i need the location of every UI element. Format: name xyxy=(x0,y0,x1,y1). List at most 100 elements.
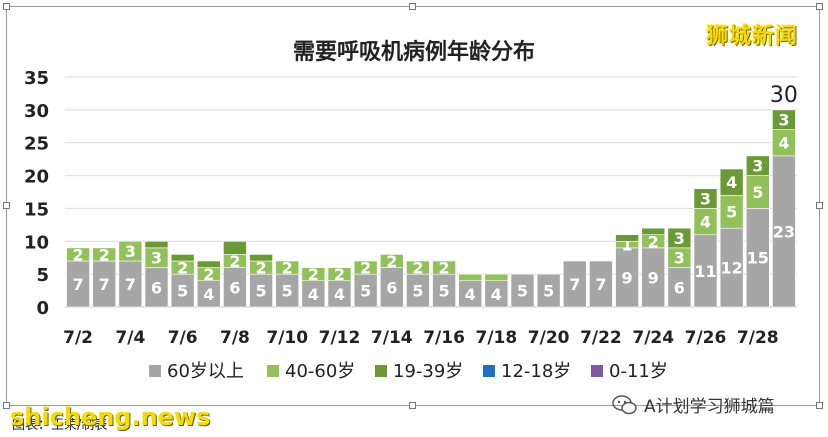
data-label: 7 xyxy=(569,275,580,294)
data-label: 15 xyxy=(747,249,769,268)
legend-swatch xyxy=(149,365,161,377)
data-label: 6 xyxy=(386,278,397,297)
data-label: 4 xyxy=(465,285,476,304)
bar-segment xyxy=(641,227,666,236)
bar-segment xyxy=(458,273,483,282)
x-tick-label: 7/2 xyxy=(63,328,93,348)
data-label: 7 xyxy=(73,275,84,294)
watermark-top: 狮城新闻 xyxy=(706,24,799,49)
data-label: 4 xyxy=(778,134,789,153)
data-label: 6 xyxy=(151,278,162,297)
bar-segment xyxy=(484,273,509,282)
x-tick-label: 7/6 xyxy=(168,328,198,348)
x-tick-label: 7/22 xyxy=(580,328,622,348)
wechat-label: A计划学习狮城篇 xyxy=(644,397,775,417)
bar-segment xyxy=(118,240,143,262)
x-tick-label: 7/10 xyxy=(266,328,308,348)
y-tick-label: 30 xyxy=(24,101,49,122)
bar-segment xyxy=(772,109,796,130)
data-label: 4 xyxy=(334,285,345,304)
bar-segment xyxy=(536,273,561,308)
legend-swatch xyxy=(483,365,495,377)
wechat-icon xyxy=(612,394,637,414)
y-axis-ticks: 0 5 10 15 20 25 30 35 xyxy=(24,68,49,319)
data-label: 23 xyxy=(773,222,795,241)
data-label: 3 xyxy=(151,249,162,268)
data-label: 2 xyxy=(256,259,267,278)
data-label: 2 xyxy=(229,252,240,271)
data-label: 4 xyxy=(726,173,737,192)
bar-segment xyxy=(432,260,456,275)
bar-segment xyxy=(170,254,195,262)
data-label: 5 xyxy=(256,282,267,301)
y-tick-label: 35 xyxy=(24,68,49,89)
data-label: 2 xyxy=(334,265,345,284)
data-label: 5 xyxy=(412,282,423,301)
data-label: 2 xyxy=(360,259,371,278)
bar-segment xyxy=(693,188,718,209)
x-tick-label: 7/16 xyxy=(423,328,465,348)
data-label: 2 xyxy=(386,252,397,271)
data-label: 7 xyxy=(99,275,110,294)
x-tick-label: 7/28 xyxy=(737,328,779,348)
resize-handle-top-right[interactable] xyxy=(816,3,823,10)
bar-segment xyxy=(719,168,744,196)
legend-label: 60岁以上 xyxy=(167,361,244,382)
data-label: 2 xyxy=(177,259,188,278)
x-tick-label: 7/24 xyxy=(632,328,674,348)
bar-segment xyxy=(510,273,535,308)
data-label: 5 xyxy=(282,282,293,301)
bar-segment xyxy=(379,254,404,268)
data-label: 6 xyxy=(674,278,685,297)
legend: 60岁以上 40-60岁 19-39岁 12-18岁 0-11岁 xyxy=(149,361,668,382)
data-label: 2 xyxy=(412,259,423,278)
data-label: 3 xyxy=(700,190,711,209)
chart-title: 需要呼吸机病例年龄分布 xyxy=(293,39,535,65)
data-label: 5 xyxy=(177,282,188,301)
bar-segment xyxy=(66,247,90,262)
data-label: 5 xyxy=(726,203,737,222)
x-tick-label: 7/26 xyxy=(685,328,727,348)
data-label: 5 xyxy=(752,183,763,202)
legend-label: 40-60岁 xyxy=(285,361,355,382)
data-label: 5 xyxy=(360,282,371,301)
data-label: 6 xyxy=(229,278,240,297)
bar-segment xyxy=(223,240,247,255)
y-tick-label: 10 xyxy=(24,232,49,253)
data-label: 11 xyxy=(694,262,716,281)
resize-handle-top-left[interactable] xyxy=(3,3,10,10)
grid-layer xyxy=(65,76,797,308)
legend-swatch xyxy=(591,365,603,377)
data-label: 2 xyxy=(308,265,319,284)
x-tick-label: 7/18 xyxy=(476,328,518,348)
data-label: 4 xyxy=(700,213,711,232)
data-label: 2 xyxy=(439,259,450,278)
chart-svg: 需要呼吸机病例年龄分布 7272736352426252524242526252… xyxy=(24,39,798,382)
resize-handle-bottom-center[interactable] xyxy=(409,402,416,409)
legend-label: 0-11岁 xyxy=(609,361,668,382)
data-label: 2 xyxy=(99,245,110,264)
bar-segment xyxy=(562,260,587,308)
data-label: 2 xyxy=(203,265,214,284)
wechat-account: A计划学习狮城篇 xyxy=(612,392,775,417)
data-label: 5 xyxy=(543,282,554,301)
resize-handle-middle-right[interactable] xyxy=(816,202,823,209)
resize-handle-top-center[interactable] xyxy=(409,3,416,10)
data-label: 12 xyxy=(721,259,743,278)
x-tick-label: 7/12 xyxy=(319,328,361,348)
y-tick-label: 0 xyxy=(36,298,49,319)
resize-handle-bottom-left[interactable] xyxy=(3,402,10,409)
bar-segment xyxy=(275,260,300,275)
data-label: 4 xyxy=(308,285,319,304)
bar-segment xyxy=(406,260,430,275)
resize-handle-bottom-right[interactable] xyxy=(816,402,823,409)
data-label: 7 xyxy=(595,275,606,294)
data-label: 3 xyxy=(752,157,763,176)
x-tick-label: 7/20 xyxy=(528,328,570,348)
resize-handle-middle-left[interactable] xyxy=(3,202,10,209)
x-tick-label: 7/8 xyxy=(220,328,250,348)
bar-segment xyxy=(144,240,169,249)
legend-label: 19-39岁 xyxy=(393,361,463,382)
bar-segment xyxy=(327,267,352,282)
